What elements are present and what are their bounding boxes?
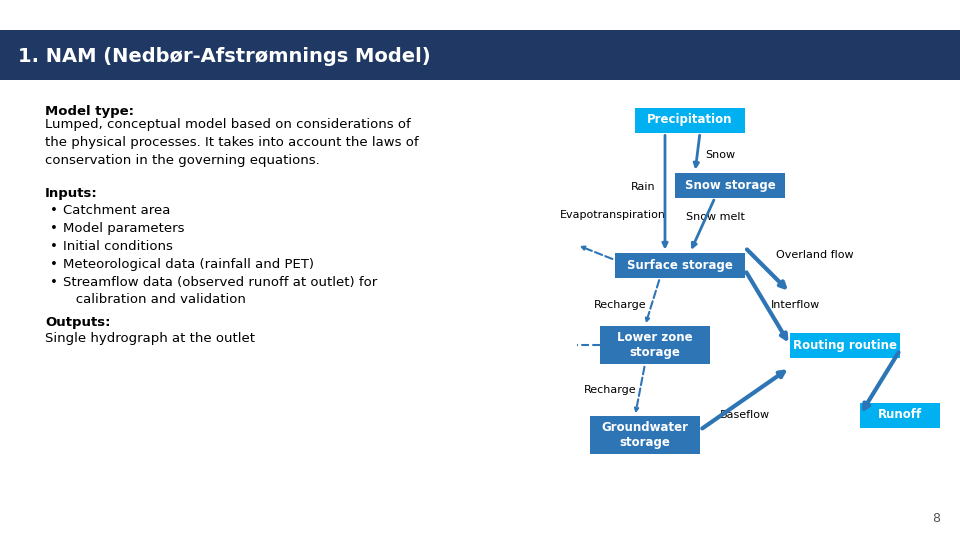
Text: Snow: Snow (705, 151, 735, 160)
FancyBboxPatch shape (600, 326, 710, 364)
Text: •: • (50, 258, 58, 271)
Text: 8: 8 (932, 512, 940, 525)
Text: Streamflow data (observed runoff at outlet) for
   calibration and validation: Streamflow data (observed runoff at outl… (63, 276, 377, 306)
Text: Interflow: Interflow (770, 300, 820, 310)
Text: •: • (50, 204, 58, 217)
Text: Lower zone
storage: Lower zone storage (617, 331, 693, 359)
FancyBboxPatch shape (675, 172, 785, 198)
Text: Overland flow: Overland flow (777, 250, 853, 260)
Text: Outputs:: Outputs: (45, 316, 110, 329)
Text: Runoff: Runoff (877, 408, 923, 422)
Text: •: • (50, 276, 58, 289)
Text: Precipitation: Precipitation (647, 113, 732, 126)
FancyBboxPatch shape (860, 402, 940, 428)
FancyBboxPatch shape (615, 253, 745, 278)
Text: Meteorological data (rainfall and PET): Meteorological data (rainfall and PET) (63, 258, 314, 271)
Text: Single hydrograph at the outlet: Single hydrograph at the outlet (45, 332, 255, 345)
FancyBboxPatch shape (635, 107, 745, 132)
Text: Groundwater
storage: Groundwater storage (602, 421, 688, 449)
Text: Model parameters: Model parameters (63, 222, 184, 235)
Text: Routing routine: Routing routine (793, 339, 897, 352)
Text: Lumped, conceptual model based on considerations of
the physical processes. It t: Lumped, conceptual model based on consid… (45, 118, 419, 167)
Text: Initial conditions: Initial conditions (63, 240, 173, 253)
FancyBboxPatch shape (590, 416, 700, 454)
Text: Catchment area: Catchment area (63, 204, 170, 217)
Text: Baseflow: Baseflow (720, 410, 770, 420)
Text: •: • (50, 240, 58, 253)
Text: Recharge: Recharge (593, 300, 646, 310)
FancyBboxPatch shape (0, 30, 960, 80)
Text: •: • (50, 222, 58, 235)
Text: Surface storage: Surface storage (627, 259, 732, 272)
Text: Rain: Rain (631, 183, 656, 192)
Text: Snow storage: Snow storage (684, 179, 776, 192)
Text: Evapotranspiration: Evapotranspiration (560, 210, 666, 220)
FancyBboxPatch shape (790, 333, 900, 357)
Text: 1. NAM (Nedbør-Afstrømnings Model): 1. NAM (Nedbør-Afstrømnings Model) (18, 48, 431, 66)
Text: Snow melt: Snow melt (685, 213, 744, 222)
Text: Inputs:: Inputs: (45, 187, 98, 200)
Text: Model type:: Model type: (45, 105, 134, 118)
Text: Recharge: Recharge (584, 385, 636, 395)
